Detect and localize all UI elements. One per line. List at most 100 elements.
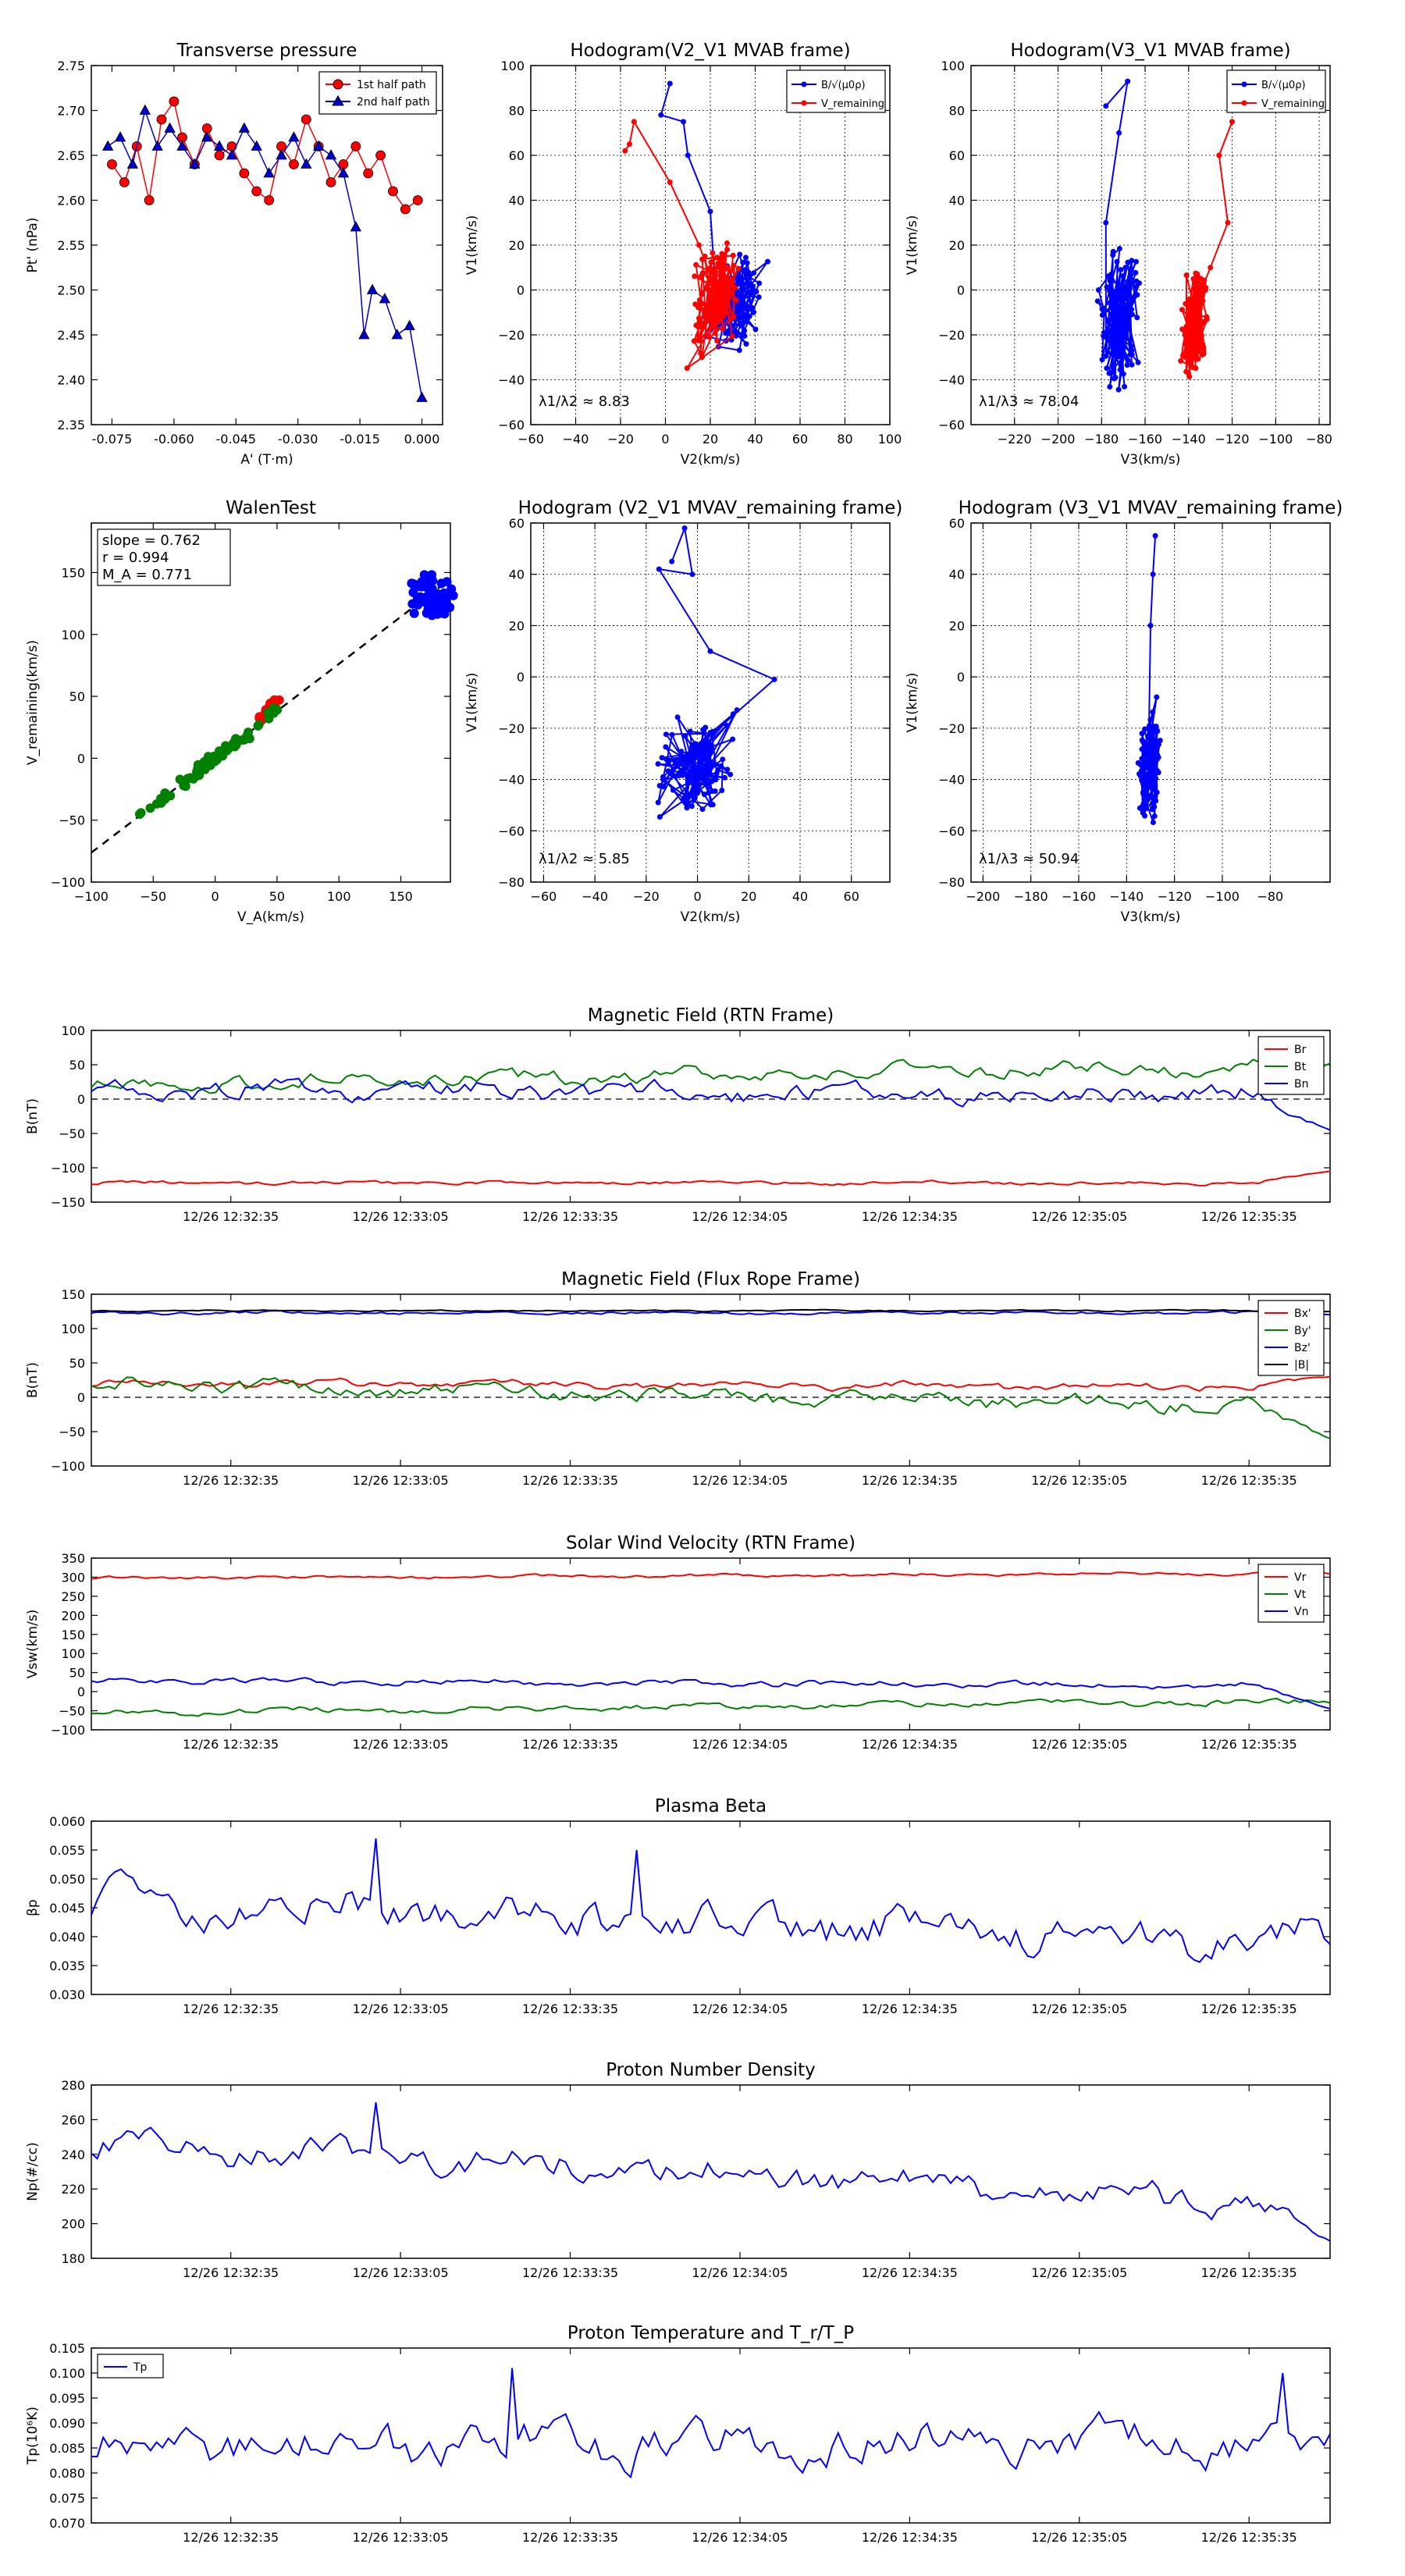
data-point	[1199, 336, 1204, 343]
data-point	[685, 773, 691, 779]
data-point	[1115, 284, 1121, 290]
data-point	[771, 676, 777, 682]
y-tick-label: −20	[498, 721, 525, 736]
y-tick-label: 0	[77, 1685, 85, 1699]
y-tick-label: 2.45	[57, 328, 85, 343]
y-tick-label: 80	[509, 104, 525, 119]
data-point	[742, 293, 749, 299]
y-tick-label: 250	[61, 1589, 85, 1604]
data-point	[723, 310, 729, 316]
x-tick-label: −40	[563, 432, 589, 447]
data-point	[1152, 783, 1158, 789]
data-point	[301, 114, 311, 125]
data-point	[704, 767, 710, 772]
x-tick-label: −160	[1062, 889, 1096, 904]
data-point	[301, 158, 312, 169]
y-tick-label: 0	[957, 283, 965, 298]
y-tick-label: −20	[938, 721, 965, 736]
data-point	[1111, 318, 1117, 324]
legend-marker	[1241, 100, 1247, 106]
x-tick-label: 12/26 12:32:35	[183, 2265, 279, 2280]
x-tick-label: 12/26 12:33:05	[353, 1737, 449, 1752]
x-tick-label: −20	[607, 432, 634, 447]
data-point	[436, 578, 446, 589]
data-point	[276, 149, 287, 160]
data-point	[695, 770, 702, 777]
x-tick-label: 12/26 12:33:35	[522, 1737, 618, 1752]
data-point	[1183, 368, 1190, 375]
chart-title: Hodogram(V3_V1 MVAB frame)	[1010, 41, 1290, 61]
data-point	[753, 289, 759, 294]
data-point	[729, 282, 735, 288]
data-point	[102, 140, 114, 151]
data-point	[1195, 308, 1201, 314]
data-point	[1150, 760, 1156, 767]
y-axis-label: Pt' (nPa)	[25, 218, 41, 273]
y-tick-label: −50	[59, 1704, 85, 1719]
data-point	[1186, 374, 1193, 379]
data-point	[692, 273, 698, 279]
data-point	[1103, 103, 1109, 109]
x-tick-label: 12/26 12:33:05	[353, 1209, 449, 1224]
legend-label: V_remaining	[821, 98, 884, 110]
data-point	[1193, 365, 1199, 372]
data-point	[1118, 267, 1124, 273]
y-tick-label: 50	[69, 1666, 85, 1681]
y-tick-label: 60	[509, 148, 525, 163]
data-point	[663, 731, 669, 738]
x-tick-label: 80	[837, 432, 852, 447]
data-point	[1107, 384, 1113, 390]
data-point	[674, 714, 681, 720]
data-point	[169, 96, 180, 107]
y-tick-label: 100	[61, 1646, 85, 1661]
data-point	[749, 304, 755, 311]
x-tick-label: −140	[1172, 432, 1206, 447]
y-tick-label: 0.090	[49, 2416, 85, 2431]
x-tick-label: 12/26 12:32:35	[183, 2530, 279, 2545]
data-point	[666, 759, 672, 765]
data-point	[672, 760, 678, 766]
data-point	[701, 792, 707, 798]
data-point	[667, 180, 673, 185]
data-point	[719, 307, 725, 313]
panel-h1: −60 −40 −20 0 20 40 60 80 100 −60 −40 −20 0 20 40 60 80 1…	[464, 41, 902, 468]
data-point	[1129, 311, 1135, 318]
data-point	[1112, 375, 1119, 380]
data-point	[729, 276, 735, 283]
x-tick-label: 12/26 12:34:05	[692, 1209, 788, 1224]
legend-label: Br	[1294, 1044, 1307, 1056]
data-point	[213, 140, 226, 151]
x-tick-label: −60	[518, 432, 544, 447]
data-point	[720, 756, 726, 763]
data-point	[1143, 760, 1149, 767]
data-point	[698, 273, 704, 279]
x-tick-label: 12/26 12:33:35	[522, 2265, 618, 2280]
series-line	[91, 1170, 1331, 1187]
series-line	[91, 1308, 1331, 1313]
data-point	[713, 285, 720, 291]
data-point	[1190, 276, 1197, 282]
x-tick-label: 12/26 12:35:05	[1031, 1737, 1127, 1752]
data-point	[705, 779, 711, 785]
data-point	[1191, 300, 1197, 306]
y-tick-label: 50	[69, 1356, 85, 1371]
data-point	[706, 279, 712, 285]
panel-tp: 0.070 0.075 0.080 0.085 0.090 0.095 0.100 0.105…	[25, 2323, 1331, 2545]
data-point	[716, 311, 722, 318]
data-point	[1151, 813, 1158, 819]
eigenvalue-ratio: λ1/λ2 ≈ 8.83	[539, 393, 630, 410]
y-tick-label: 20	[509, 238, 525, 253]
y-tick-label: 0	[77, 751, 85, 766]
data-point	[706, 759, 713, 765]
data-point	[337, 167, 350, 178]
legend-label: Tp	[133, 2361, 148, 2374]
data-point	[722, 774, 727, 781]
data-point	[1189, 333, 1195, 340]
data-point	[1122, 296, 1129, 302]
data-point	[693, 262, 699, 268]
y-tick-label: 0.095	[49, 2391, 85, 2406]
data-point	[660, 777, 667, 783]
